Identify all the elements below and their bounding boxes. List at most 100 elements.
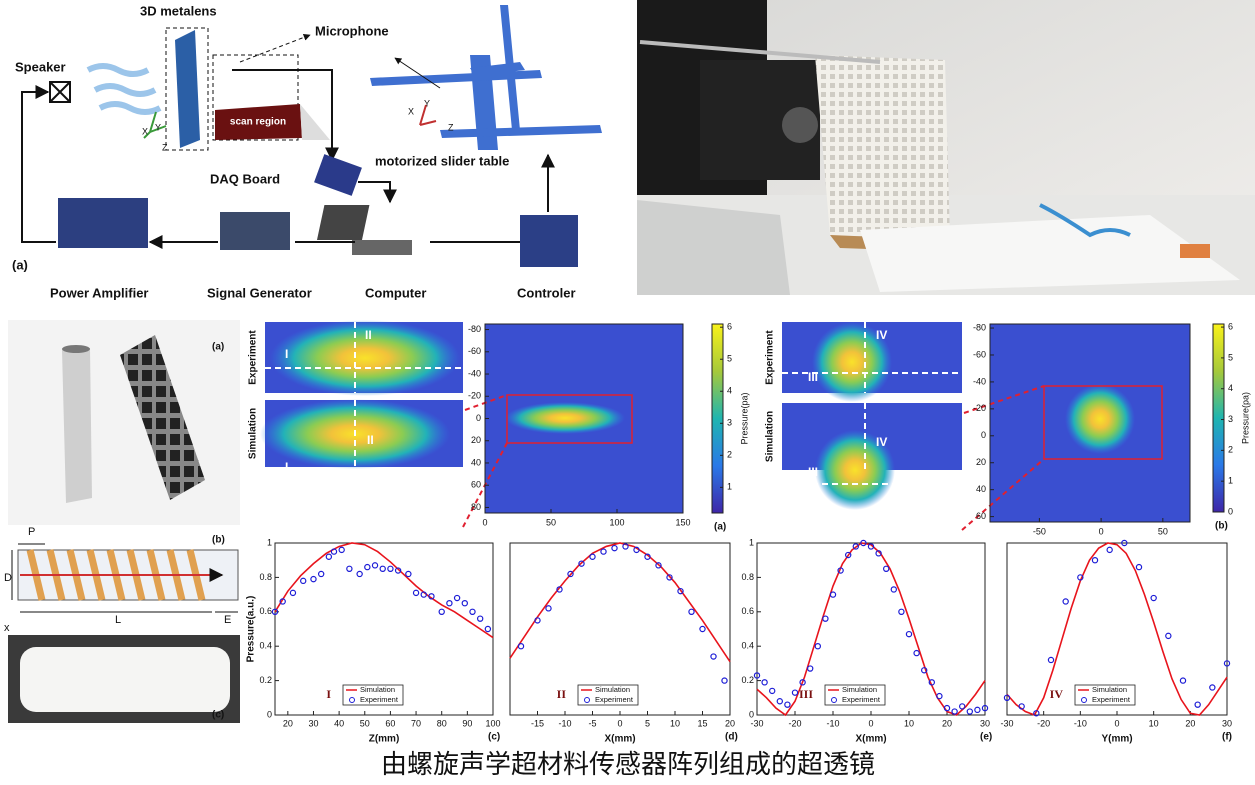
experiment-point [677, 587, 684, 595]
y-tick-label: 0 [267, 709, 272, 719]
y-tick-label: 0.2 [259, 675, 272, 685]
experiment-point [761, 679, 768, 686]
cut-label: II [365, 328, 372, 342]
y-tick-label: 0 [981, 430, 986, 440]
experiment-point [1106, 546, 1113, 554]
experiment-point [1003, 694, 1011, 702]
legend-label: Simulation [595, 685, 630, 694]
experiment-point [1033, 710, 1040, 717]
x-tick-label: 0 [868, 718, 873, 728]
experiment-point [517, 643, 525, 650]
x-tick-label: 100 [609, 517, 624, 527]
experiment-point [769, 687, 776, 695]
setup-label: Computer [365, 285, 426, 300]
x-tick-label: 0 [1114, 718, 1119, 728]
experiment-point [1121, 539, 1128, 547]
experiment-point [271, 608, 279, 616]
colorbar-tick-label: 1 [1228, 476, 1233, 486]
cut-label: I [285, 347, 288, 361]
x-tick-label: 20 [1185, 718, 1195, 728]
experiment-point [710, 653, 717, 660]
x-tick-label: 0 [482, 517, 487, 527]
unit-cell-drawing [8, 320, 240, 723]
y-tick-label: 0.8 [741, 572, 754, 582]
experiment-point [556, 586, 563, 593]
x-tick-label: 60 [385, 718, 395, 728]
experiment-point [469, 608, 476, 616]
experiment-point [428, 593, 435, 600]
x-tick-label: 15 [697, 718, 707, 728]
colorbar-tick-label: 2 [727, 450, 732, 460]
experiment-point [721, 677, 728, 684]
axis-letter: Z [162, 142, 168, 152]
legend-label: Simulation [1092, 685, 1127, 694]
experiment-point [852, 543, 860, 550]
y-tick-label: 0 [749, 709, 754, 719]
setup-label: Microphone [315, 23, 389, 38]
y-tick-label: 60 [471, 480, 481, 490]
experiment-point [928, 679, 936, 686]
x-tick-label: -5 [588, 718, 596, 728]
x-tick-label: 30 [980, 718, 990, 728]
experiment-point [875, 550, 882, 557]
experiment-point [1062, 598, 1069, 605]
experiment-point [633, 546, 640, 554]
colorbar-tick-label: 3 [727, 418, 732, 428]
experiment-point [484, 625, 492, 633]
setup-label: scan region [230, 117, 286, 128]
map-frame [989, 323, 1191, 523]
experiment-point [860, 539, 867, 547]
experiment-point [799, 679, 806, 686]
experiment-point [330, 548, 338, 555]
dimension-label: x [4, 622, 10, 634]
heat-spot [1065, 384, 1135, 454]
caption: 由螺旋声学超材料传感器阵列组成的超透镜 [381, 749, 875, 779]
cut-label: III [808, 370, 818, 384]
experiment-point [446, 600, 453, 607]
y-tick-label: -80 [973, 322, 986, 332]
experiment-point [913, 649, 920, 657]
experiment-point [753, 672, 761, 679]
experiment-point [310, 575, 317, 583]
experiment-point [1194, 701, 1201, 708]
experiment-point [688, 608, 695, 616]
cut-annotation: II [557, 687, 567, 701]
colorbar-tick-label: 5 [727, 354, 732, 364]
row-label: Experiment [765, 330, 776, 385]
y-tick-label: -60 [468, 346, 481, 356]
experiment-point [959, 703, 966, 710]
colorbar-tick-label: 0 [1228, 506, 1233, 516]
y-tick-label: 20 [976, 457, 986, 467]
experiment-point [476, 615, 484, 622]
experiment-point [1179, 677, 1187, 684]
simulation-line [756, 542, 986, 717]
experiment-point [364, 563, 371, 571]
experiment-point [807, 665, 814, 672]
dynamic-layer: Speaker 3D metalens Microphone DAQ Board mot… [4, 3, 1250, 744]
experiment-point [845, 551, 852, 559]
colorbar-tick-label: 6 [1228, 321, 1233, 331]
experiment-point [600, 548, 607, 555]
dimension-label: E [224, 614, 231, 626]
panel-label: (e) [980, 732, 992, 743]
experiment-point [1150, 594, 1157, 602]
setup-diagram [21, 5, 602, 267]
x-tick-label: 80 [437, 718, 447, 728]
colorbar-label: Pressure(pa) [739, 392, 749, 444]
setup-label: DAQ Board [210, 171, 280, 186]
legend-label: Experiment [842, 695, 881, 704]
legend [824, 684, 886, 706]
zoom-line [961, 458, 1045, 531]
experiment-point [1018, 703, 1025, 710]
cut-annotation: IV [1050, 687, 1064, 701]
y-tick-label: -20 [468, 391, 481, 401]
colorbar-tick-label: 1 [727, 482, 732, 492]
experiment-point [405, 570, 412, 578]
cut-annotation: I [326, 687, 331, 701]
x-tick-label: 30 [308, 718, 318, 728]
experiment-point [325, 553, 333, 560]
x-tick-label: -10 [558, 718, 571, 728]
y-tick-label: -40 [973, 376, 986, 386]
y-tick-label: 0.2 [741, 675, 754, 685]
experiment-point [867, 543, 875, 550]
